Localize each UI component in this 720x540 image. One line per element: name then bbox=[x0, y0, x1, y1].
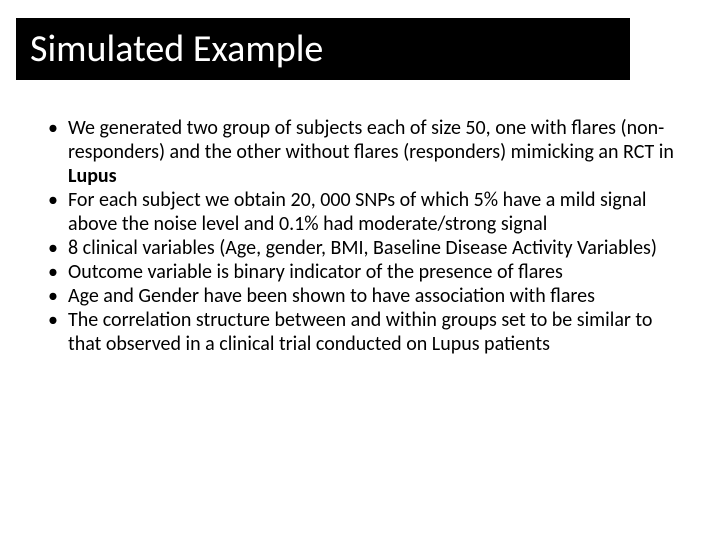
bullet-text-pre: 8 clinical variables (Age, gender, BMI, … bbox=[68, 236, 657, 260]
slide-container: { "title": { "text": "Simulated Example"… bbox=[0, 0, 720, 540]
bullet-text-pre: For each subject we obtain 20, 000 SNPs … bbox=[68, 188, 647, 236]
list-item: We generated two group of subjects each … bbox=[40, 116, 680, 188]
content-area: We generated two group of subjects each … bbox=[40, 116, 680, 356]
list-item: Age and Gender have been shown to have a… bbox=[40, 284, 680, 308]
bullet-text-pre: Age and Gender have been shown to have a… bbox=[68, 284, 595, 308]
slide-title: Simulated Example bbox=[30, 26, 323, 72]
bullet-text-pre: Outcome variable is binary indicator of … bbox=[68, 260, 563, 284]
bullet-text-pre: We generated two group of subjects each … bbox=[68, 116, 674, 164]
title-bar: Simulated Example bbox=[16, 18, 630, 80]
bullet-list: We generated two group of subjects each … bbox=[40, 116, 680, 356]
bullet-text-pre: The correlation structure between and wi… bbox=[68, 308, 652, 356]
list-item: The correlation structure between and wi… bbox=[40, 308, 680, 356]
list-item: Outcome variable is binary indicator of … bbox=[40, 260, 680, 284]
list-item: 8 clinical variables (Age, gender, BMI, … bbox=[40, 236, 680, 260]
bullet-text-bold: Lupus bbox=[68, 164, 117, 188]
list-item: For each subject we obtain 20, 000 SNPs … bbox=[40, 188, 680, 236]
